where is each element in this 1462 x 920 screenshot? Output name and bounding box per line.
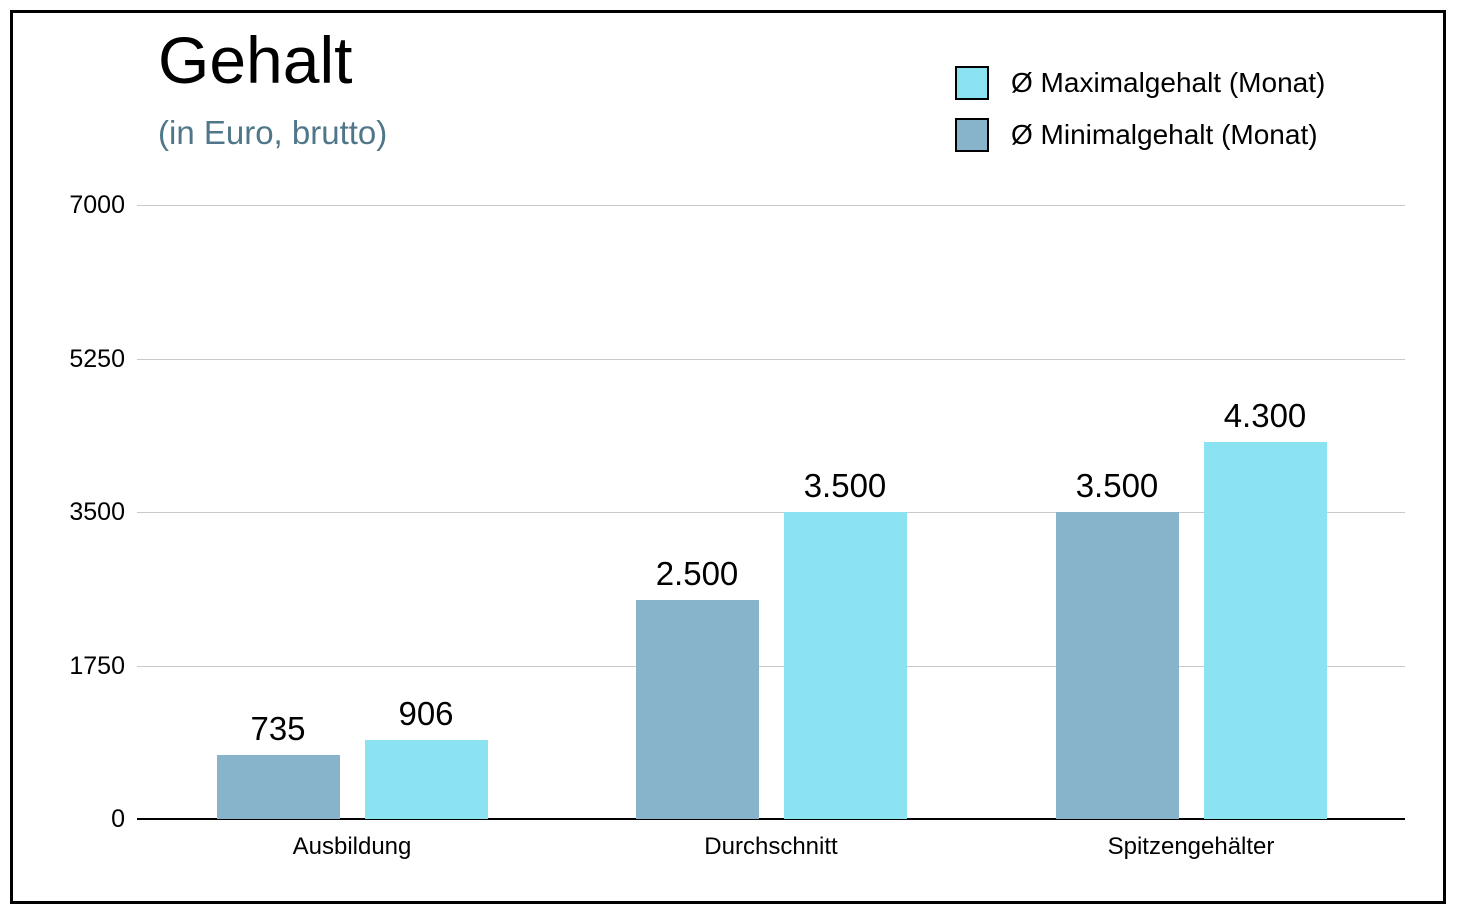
x-axis-category-label: Ausbildung bbox=[292, 833, 412, 860]
bar-max-spitzengehälter bbox=[1203, 441, 1327, 819]
bar-value-label: 2.500 bbox=[655, 554, 739, 592]
y-axis-tick-label: 1750 bbox=[69, 651, 125, 680]
y-axis-tick-label: 3500 bbox=[69, 498, 125, 526]
legend-item-label: Ø Minimalgehalt (Monat) bbox=[1011, 119, 1318, 150]
bar-min-durchschnitt bbox=[635, 599, 759, 819]
legend-swatch bbox=[955, 118, 989, 152]
bar-value-label: 3.500 bbox=[803, 467, 887, 504]
y-axis-tick-label: 7000 bbox=[69, 191, 125, 219]
bar-min-ausbildung bbox=[216, 754, 340, 819]
legend-item-label: Ø Maximalgehalt (Monat) bbox=[1011, 67, 1326, 98]
y-axis-tick-label: 0 bbox=[111, 805, 125, 833]
bar-value-label: 3.500 bbox=[1075, 467, 1159, 504]
legend-swatch bbox=[955, 66, 989, 100]
gridline bbox=[137, 665, 1405, 667]
legend: Ø Maximalgehalt (Monat) Ø Minimalgehalt (… bbox=[955, 66, 1325, 170]
bar-value-label: 4.300 bbox=[1223, 396, 1307, 434]
x-axis-category-label: Spitzengehälter bbox=[1107, 833, 1275, 860]
x-axis-line bbox=[137, 818, 1405, 820]
x-axis-category-label: Durchschnitt bbox=[704, 833, 838, 860]
chart-subtitle: (in Euro, brutto) bbox=[158, 114, 388, 151]
chart-title: Gehalt bbox=[158, 23, 353, 97]
bar-max-ausbildung bbox=[364, 739, 488, 819]
gridline bbox=[137, 358, 1405, 360]
y-axis-tick-label: 5250 bbox=[69, 344, 125, 373]
gridline bbox=[137, 205, 1405, 206]
legend-item: Ø Maximalgehalt (Monat) bbox=[955, 66, 1325, 100]
bar-min-spitzengehälter bbox=[1055, 512, 1179, 819]
bar-max-durchschnitt bbox=[783, 512, 907, 819]
gridline bbox=[137, 512, 1405, 513]
bar-value-label: 906 bbox=[398, 694, 454, 732]
bar-value-label: 735 bbox=[250, 709, 306, 747]
legend-item: Ø Minimalgehalt (Monat) bbox=[955, 118, 1325, 152]
